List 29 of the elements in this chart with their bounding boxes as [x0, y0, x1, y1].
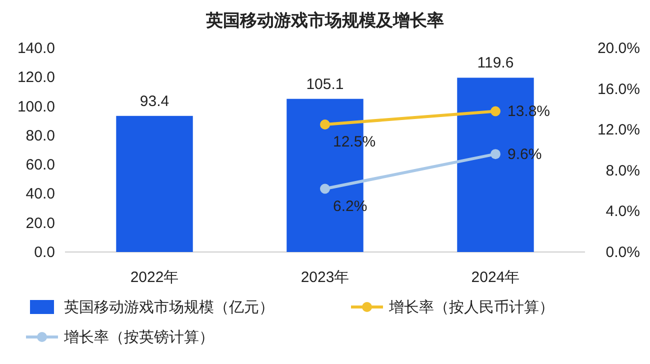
y2-tick-label: 4.0%	[606, 203, 640, 220]
bar	[116, 116, 193, 252]
y2-tick-label: 20.0%	[597, 40, 640, 57]
legend-label: 增长率（按英镑计算）	[63, 329, 214, 346]
y2-tick-label: 0.0%	[606, 244, 640, 261]
point	[490, 106, 500, 116]
point	[320, 120, 330, 130]
y-tick-label: 20.0	[26, 214, 55, 232]
data-label: 93.4	[140, 92, 170, 110]
legend-label: 增长率（按人民币计算）	[388, 299, 554, 316]
x-tick-label: 2024年	[471, 269, 520, 286]
y-tick-label: 80.0	[26, 127, 55, 144]
point	[490, 149, 500, 160]
y-tick-label: 140.0	[17, 40, 55, 57]
y-tick-label: 120.0	[17, 69, 55, 86]
point	[320, 184, 330, 194]
y-tick-label: 40.0	[26, 186, 55, 203]
chart-title: 英国移动游戏市场规模及增长率	[205, 11, 444, 30]
y-tick-label: 0.0	[34, 244, 55, 261]
y2-tick-label: 16.0%	[597, 80, 640, 98]
data-label: 119.6	[477, 54, 514, 72]
x-tick-label: 2022年	[130, 269, 179, 286]
y2-tick-label: 12.0%	[597, 122, 640, 139]
y-tick-label: 60.0	[26, 156, 55, 174]
legend-label: 英国移动游戏市场规模（亿元）	[64, 299, 274, 316]
x-tick-label: 2023年	[300, 269, 350, 286]
y-tick-label: 100.0	[17, 98, 55, 116]
y2-tick-label: 8.0%	[606, 162, 640, 180]
data-label: 105.1	[306, 76, 344, 93]
